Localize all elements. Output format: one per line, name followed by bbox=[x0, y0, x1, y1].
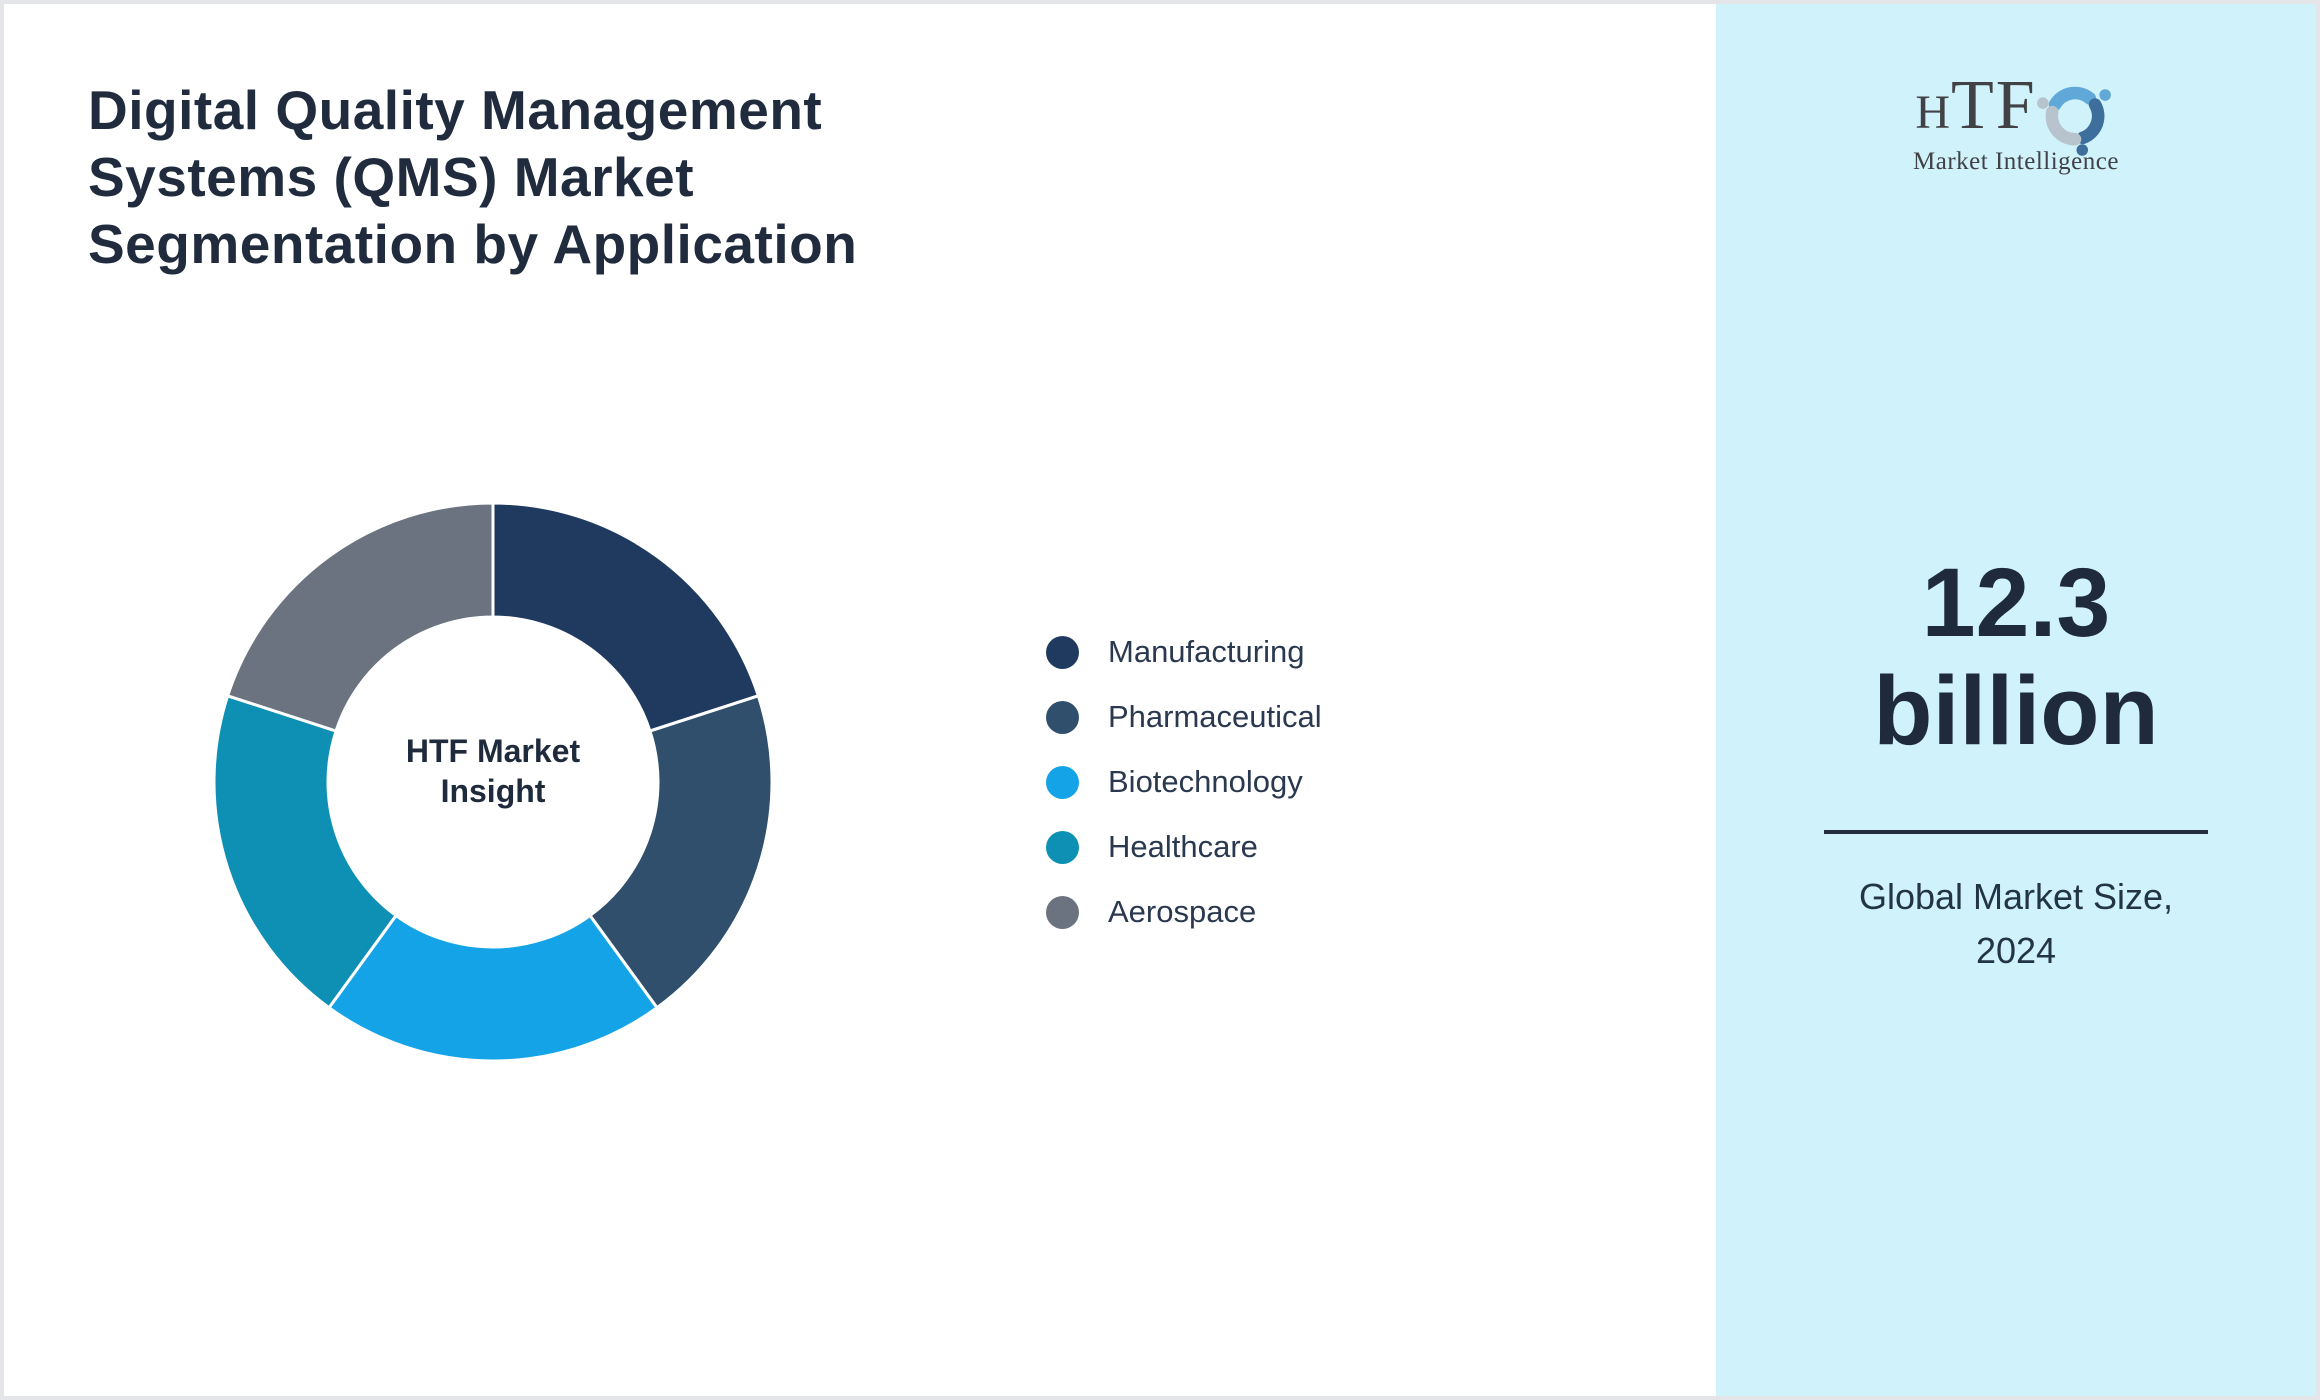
legend-label: Aerospace bbox=[1108, 894, 1257, 929]
legend-swatch-icon bbox=[1046, 700, 1079, 734]
donut-center-line-1: HTF Market bbox=[405, 733, 581, 769]
legend-swatch-icon bbox=[1046, 830, 1079, 864]
market-size-value-unit: billion bbox=[1873, 656, 2159, 765]
donut-slice-healthcare bbox=[212, 693, 399, 1010]
donut-slice-pharmaceutical bbox=[587, 693, 774, 1010]
logo-brand-text-h: H bbox=[1915, 86, 1951, 139]
market-size-value-number: 12.3 bbox=[1921, 548, 2111, 657]
legend-item-pharmaceutical: Pharmaceutical bbox=[1046, 699, 1322, 735]
chart-legend: Manufacturing Pharmaceutical Biotechnology… bbox=[1046, 634, 1322, 930]
legend-label: Biotechnology bbox=[1108, 764, 1303, 799]
page-title-line-3: Segmentation by Application bbox=[88, 212, 858, 275]
legend-label: Healthcare bbox=[1108, 829, 1258, 864]
logo-brand-text-tf: TF bbox=[1950, 67, 2037, 144]
legend-item-healthcare: Healthcare bbox=[1046, 829, 1322, 865]
market-size-caption: Global Market Size, 2024 bbox=[1716, 870, 2316, 978]
legend-item-manufacturing: Manufacturing bbox=[1046, 634, 1322, 670]
legend-swatch-icon bbox=[1046, 765, 1079, 799]
htf-logo-row: H TF bbox=[1716, 66, 2316, 156]
page-title-line-1: Digital Quality Management bbox=[88, 78, 823, 141]
legend-label: Pharmaceutical bbox=[1108, 699, 1322, 734]
htf-logo: H TF Market Intelligence bbox=[1716, 66, 2316, 176]
legend-item-biotechnology: Biotechnology bbox=[1046, 764, 1322, 800]
market-size-caption-line-2: 2024 bbox=[1975, 930, 2057, 971]
donut-slice-aerospace bbox=[225, 501, 495, 733]
market-size-caption-line-1: Global Market Size, bbox=[1858, 876, 2174, 917]
donut-center-line-2: Insight bbox=[440, 773, 546, 809]
sidebar: H TF Market Intelligence 12.3 billion Gl… bbox=[1716, 4, 2316, 1396]
legend-swatch-icon bbox=[1046, 895, 1079, 929]
legend-item-aerospace: Aerospace bbox=[1046, 894, 1322, 930]
donut-slice-manufacturing bbox=[491, 501, 761, 733]
page-title-line-2: Systems (QMS) Market bbox=[88, 145, 695, 208]
htf-dolphin-swirl-icon bbox=[2036, 86, 2111, 156]
market-size-value: 12.3 billion bbox=[1716, 549, 2316, 765]
legend-label: Manufacturing bbox=[1108, 634, 1305, 669]
stat-divider bbox=[1824, 830, 2208, 834]
donut-slice-biotechnology bbox=[326, 913, 660, 1063]
donut-chart bbox=[212, 501, 774, 1063]
page-title: Digital Quality Management Systems (QMS)… bbox=[88, 77, 857, 278]
donut-center-label: HTF Market Insight bbox=[193, 731, 793, 811]
legend-swatch-icon bbox=[1046, 635, 1079, 669]
logo-tagline: Market Intelligence bbox=[1913, 148, 2119, 175]
